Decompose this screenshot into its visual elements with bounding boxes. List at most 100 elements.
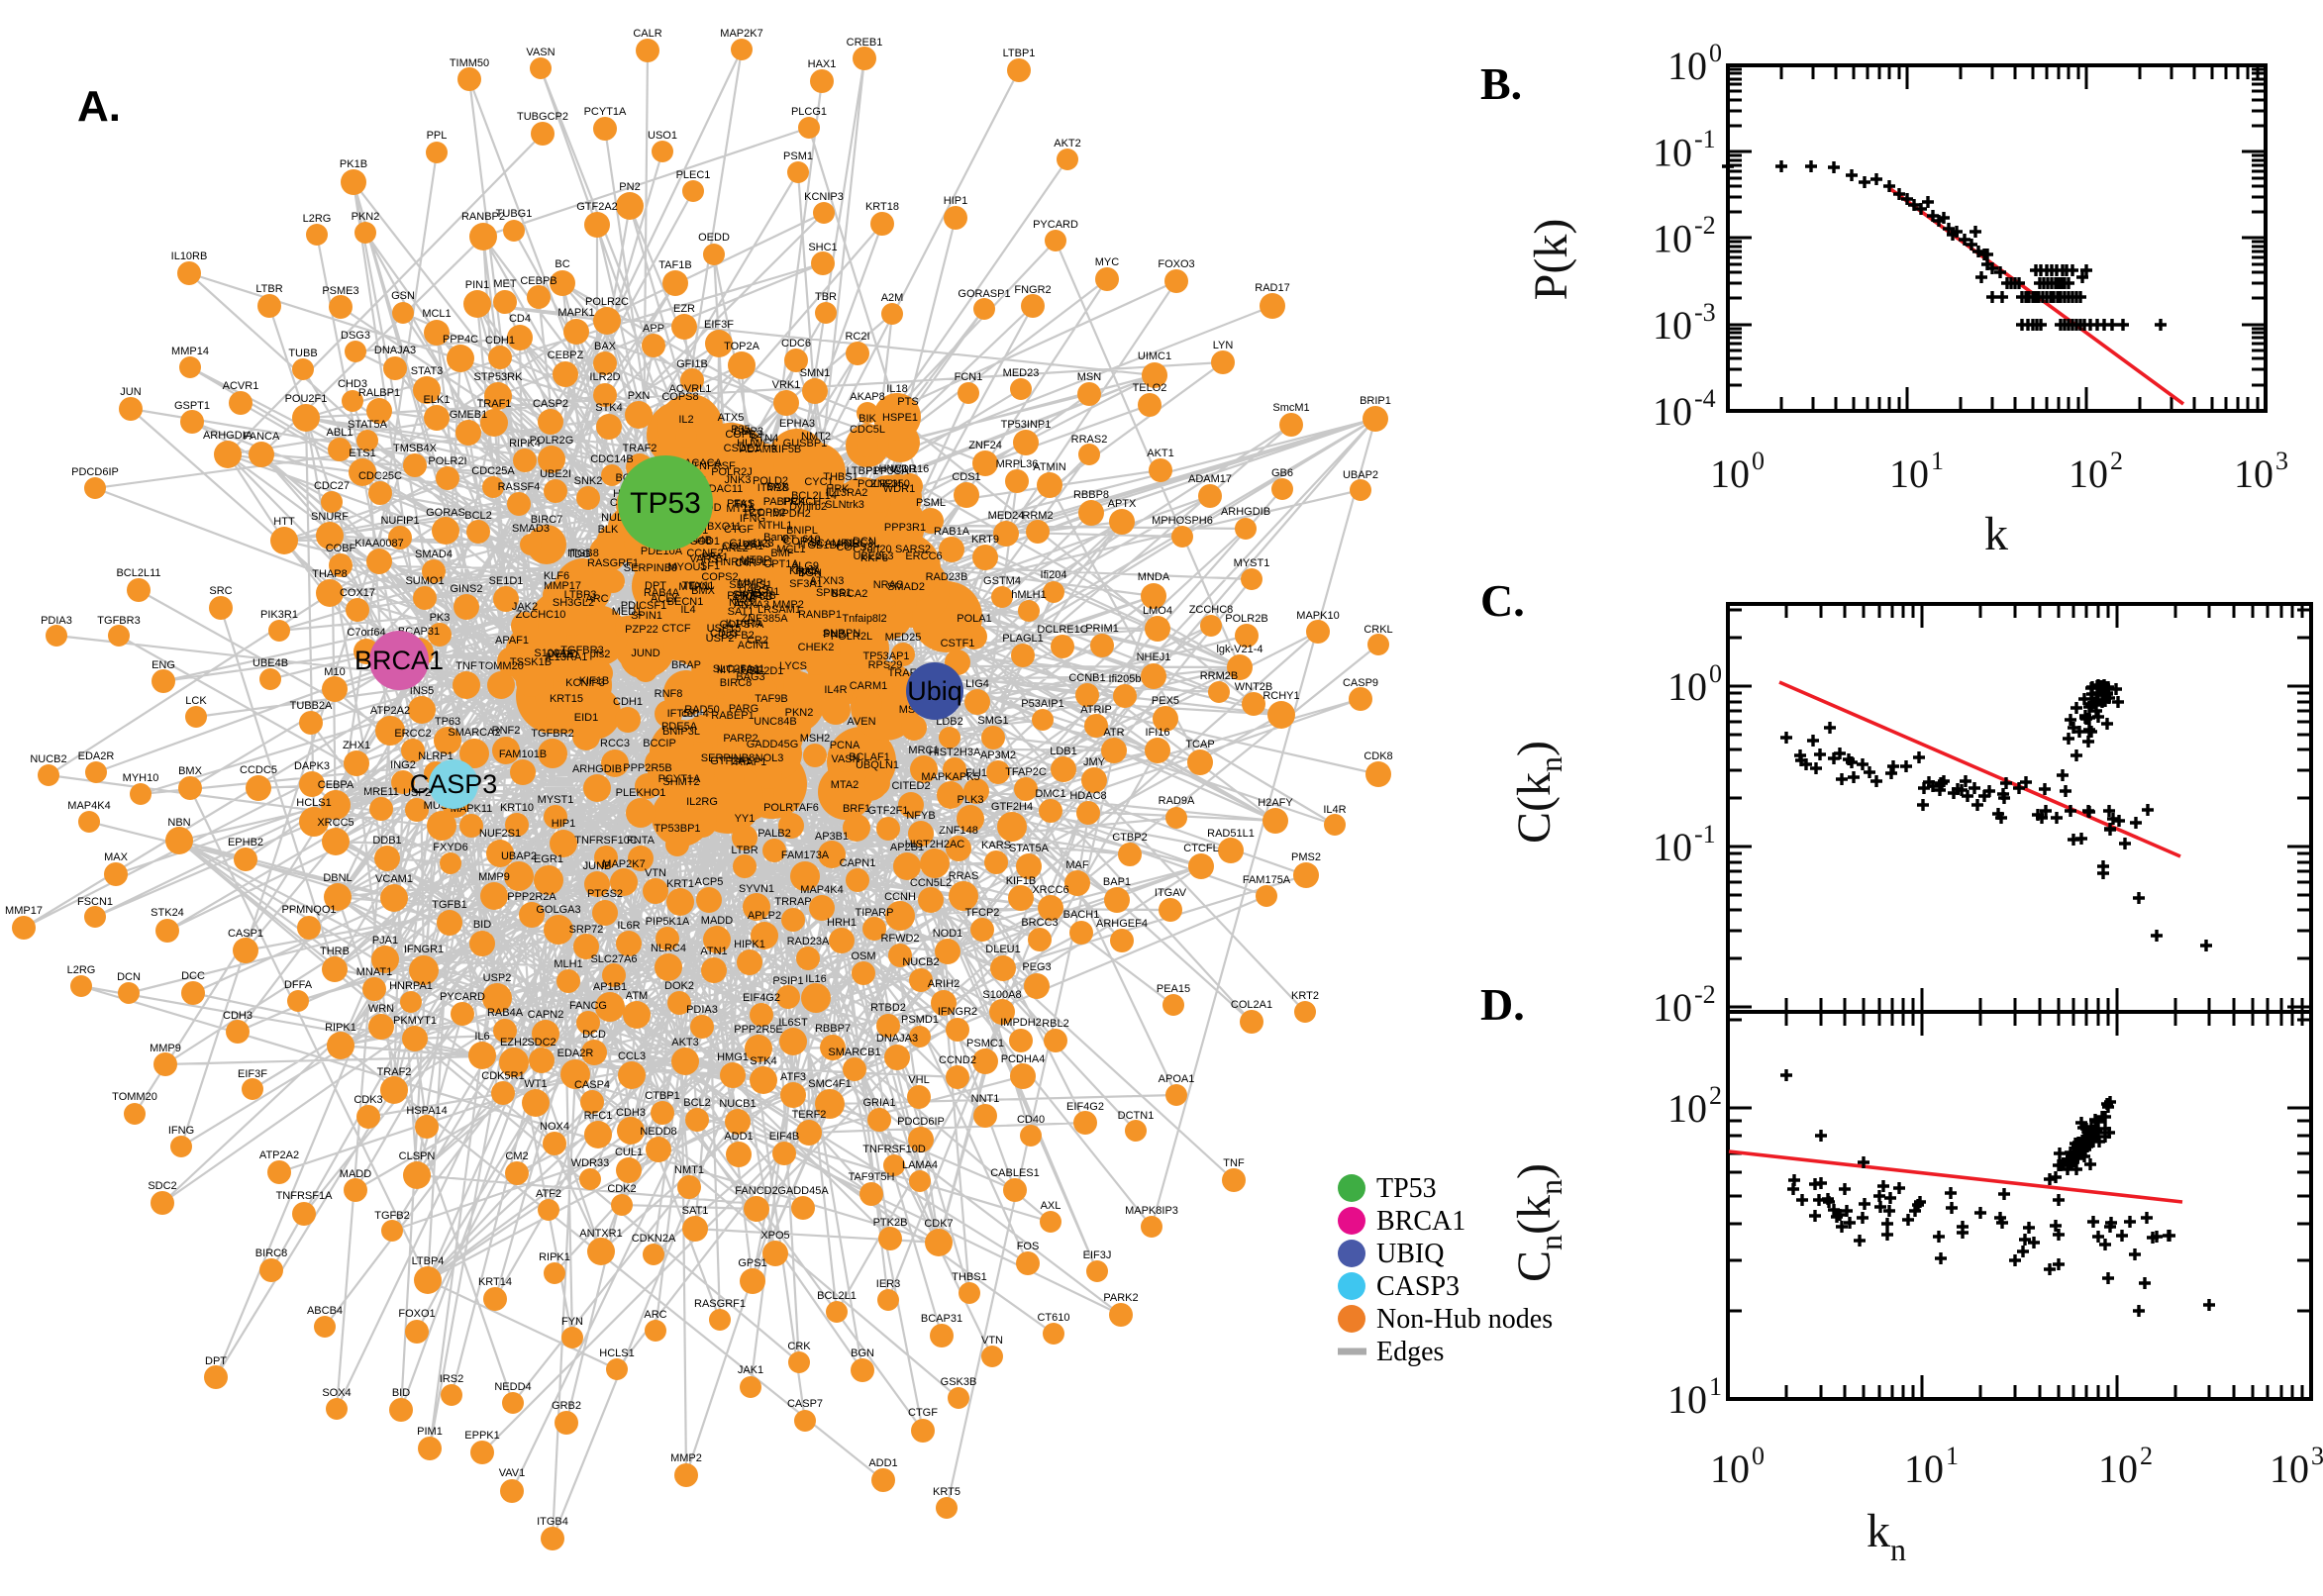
svg-text:NBN: NBN (167, 817, 190, 829)
svg-text:IL13RA2: IL13RA2 (826, 487, 868, 499)
svg-text:KCNIP3: KCNIP3 (565, 677, 605, 689)
svg-text:APAF1: APAF1 (495, 635, 529, 647)
svg-text:LCK: LCK (185, 695, 207, 707)
svg-text:WDR1: WDR1 (883, 483, 915, 495)
svg-text:EDA2R: EDA2R (557, 1047, 594, 1059)
svg-text:HMG1: HMG1 (717, 1051, 749, 1063)
svg-text:VASN: VASN (831, 753, 859, 765)
svg-text:CASP9: CASP9 (1343, 677, 1378, 689)
svg-text:GSK3B: GSK3B (941, 1376, 977, 1388)
svg-text:C4R: C4R (735, 557, 757, 569)
svg-text:FOS: FOS (1017, 1241, 1040, 1252)
svg-text:-1: -1 (1694, 820, 1716, 848)
svg-text:HDAC8: HDAC8 (1069, 790, 1106, 802)
svg-text:HCLS1: HCLS1 (296, 797, 331, 809)
svg-text:SMARCB1: SMARCB1 (828, 1047, 880, 1058)
svg-text:KLF6: KLF6 (544, 570, 569, 582)
svg-text:GTF2H4: GTF2H4 (991, 801, 1033, 813)
svg-text:CCDC5: CCDC5 (240, 764, 277, 776)
svg-text:IMPDH2: IMPDH2 (769, 508, 811, 520)
svg-text:CARM1: CARM1 (850, 680, 888, 692)
svg-text:GSN: GSN (391, 290, 415, 302)
svg-text:ced-4: ced-4 (681, 708, 709, 720)
svg-text:IL4R: IL4R (1323, 804, 1346, 816)
svg-text:FANCG: FANCG (569, 1000, 607, 1012)
svg-text:ABL1: ABL1 (327, 427, 354, 439)
svg-text:Ifi204: Ifi204 (1041, 569, 1067, 581)
svg-text:TNF: TNF (1223, 1157, 1245, 1169)
svg-text:PTK2B: PTK2B (873, 1217, 908, 1229)
svg-text:SF1: SF1 (700, 560, 720, 572)
svg-text:10: 10 (1653, 303, 1692, 348)
svg-text:EIF3J: EIF3J (1083, 1249, 1112, 1261)
svg-text:CDK5R1: CDK5R1 (481, 1070, 524, 1082)
svg-text:PEX5: PEX5 (1152, 695, 1179, 707)
svg-text:MNAT1: MNAT1 (356, 966, 392, 978)
svg-text:COBF: COBF (326, 543, 356, 554)
svg-text:CTBP2: CTBP2 (1112, 832, 1147, 844)
svg-text:10: 10 (1889, 451, 1929, 496)
svg-text:SDC2: SDC2 (148, 1180, 176, 1192)
svg-text:TP53INP1: TP53INP1 (1001, 419, 1052, 431)
svg-text:CDK2: CDK2 (607, 1183, 636, 1195)
svg-text:MMPL: MMPL (738, 577, 769, 589)
svg-text:10: 10 (1904, 1446, 1944, 1491)
svg-text:ATM: ATM (626, 990, 648, 1002)
svg-text:MAX: MAX (104, 851, 129, 863)
svg-text:TRIAP1: TRIAP1 (729, 756, 767, 768)
svg-text:RPS29: RPS29 (868, 659, 903, 671)
svg-text:ATP2A2: ATP2A2 (370, 705, 410, 717)
svg-text:-2: -2 (1694, 980, 1716, 1009)
svg-text:Edges: Edges (1376, 1337, 1444, 1367)
svg-text:CT_610: CT_610 (781, 534, 820, 546)
svg-text:FNTA: FNTA (627, 835, 656, 847)
svg-text:MYST1: MYST1 (538, 794, 574, 806)
svg-text:10: 10 (2270, 1446, 2309, 1491)
svg-text:LYCS: LYCS (779, 660, 807, 672)
svg-text:ARHGEF4: ARHGEF4 (1096, 918, 1148, 930)
svg-text:THBS1: THBS1 (952, 1271, 986, 1283)
svg-text:GRIA1: GRIA1 (862, 1097, 895, 1109)
svg-text:BID: BID (392, 1387, 410, 1399)
svg-text:FCN1: FCN1 (752, 586, 780, 598)
svg-text:TAF9T5H: TAF9T5H (849, 1171, 895, 1183)
svg-text:CITED2: CITED2 (891, 780, 930, 792)
svg-text:LTBR: LTBR (731, 845, 758, 856)
svg-text:AP2B1: AP2B1 (890, 842, 924, 853)
svg-text:PDICSF1: PDICSF1 (621, 600, 666, 612)
svg-text:DSG3: DSG3 (341, 330, 370, 342)
svg-text:LTBP1: LTBP1 (1003, 48, 1036, 59)
svg-text:BAP1: BAP1 (1103, 876, 1131, 888)
svg-text:VTN: VTN (645, 867, 666, 879)
svg-text:STK4: STK4 (595, 402, 623, 414)
svg-text:PDIA3: PDIA3 (41, 615, 72, 627)
svg-text:HTT: HTT (273, 516, 295, 528)
svg-text:GFI1B: GFI1B (676, 358, 708, 370)
svg-text:VHL: VHL (908, 1074, 929, 1086)
svg-text:FAM175A: FAM175A (1243, 874, 1291, 886)
svg-text:PPA1: PPA1 (701, 551, 728, 563)
svg-text:CDC14B: CDC14B (590, 453, 633, 465)
svg-text:PKMYT1: PKMYT1 (393, 1015, 437, 1027)
svg-text:UBIQ: UBIQ (1376, 1239, 1444, 1269)
svg-text:GB6: GB6 (1271, 467, 1293, 479)
svg-text:KRT9: KRT9 (971, 534, 999, 546)
svg-text:GPS1: GPS1 (738, 1257, 766, 1269)
svg-text:GTF2A2: GTF2A2 (576, 201, 618, 213)
svg-text:CD53: CD53 (710, 628, 738, 640)
svg-text:PPP2R2B: PPP2R2B (727, 590, 776, 602)
svg-text:BCL2L11: BCL2L11 (116, 567, 160, 579)
svg-text:PEG3: PEG3 (1022, 961, 1051, 973)
svg-text:POLD2: POLD2 (753, 475, 788, 487)
svg-text:Tnfaip8l2: Tnfaip8l2 (842, 613, 886, 625)
svg-text:VTN: VTN (981, 1335, 1003, 1347)
svg-text:10: 10 (1653, 389, 1692, 434)
svg-text:TGFB2: TGFB2 (719, 630, 754, 642)
svg-text:RAB4A: RAB4A (644, 587, 680, 599)
svg-text:ARL2: ARL2 (721, 543, 749, 554)
svg-text:JMY: JMY (1083, 756, 1106, 768)
svg-text:VASN: VASN (526, 47, 555, 58)
svg-text:SYVN1: SYVN1 (739, 883, 774, 895)
svg-text:CPT1A: CPT1A (763, 558, 799, 570)
svg-text:MED24: MED24 (988, 510, 1025, 522)
